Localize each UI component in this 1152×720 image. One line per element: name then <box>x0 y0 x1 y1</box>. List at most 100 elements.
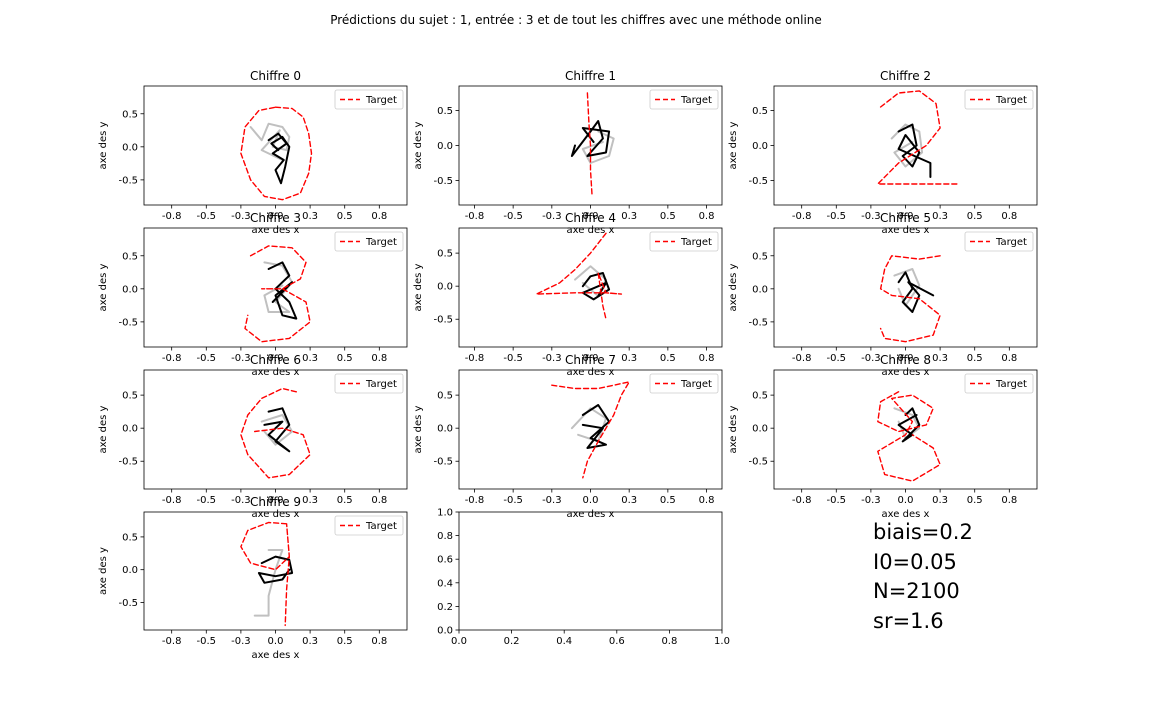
legend-box <box>649 89 719 110</box>
y-tick-label: 0.5 <box>437 391 453 402</box>
y-axis-label: axe des y <box>98 547 109 595</box>
prediction-line <box>257 555 294 584</box>
param-sr: sr=1.6 <box>873 608 944 633</box>
x-tick-label: 0.0 <box>898 353 914 364</box>
y-tick-label: 0.5 <box>752 251 768 262</box>
legend-box <box>334 89 404 110</box>
x-tick-label: -0.3 <box>861 353 881 364</box>
subplot-title: Chiffre 7 <box>565 353 616 367</box>
x-tick-label: -0.5 <box>827 211 847 222</box>
y-axis-label: axe des y <box>728 263 739 311</box>
x-tick-label: 0.3 <box>932 495 948 506</box>
y-tick-label: 0.0 <box>437 626 453 637</box>
y-tick-label: 0.6 <box>437 555 453 566</box>
plot-area <box>879 255 941 343</box>
x-tick-label: 0.0 <box>268 353 284 364</box>
x-tick-label: -0.8 <box>162 495 182 506</box>
y-tick-label: -0.5 <box>433 315 453 326</box>
y-tick-label: 0.5 <box>122 109 138 120</box>
x-tick-label: -0.3 <box>542 495 562 506</box>
x-tick-label: -0.8 <box>162 211 182 222</box>
legend: Target <box>334 373 404 394</box>
x-tick-label: -0.3 <box>231 353 251 364</box>
y-tick-label: 0.5 <box>122 391 138 402</box>
x-tick-label: 0.8 <box>371 353 387 364</box>
x-axis-label: axe des x <box>882 509 930 520</box>
target-line <box>551 381 630 479</box>
figure-title: Prédictions du sujet : 1, entrée : 3 et … <box>330 13 822 27</box>
x-tick-label: 0.0 <box>583 353 599 364</box>
y-axis-label: axe des y <box>413 405 424 453</box>
x-tick-label: 0.3 <box>932 353 948 364</box>
x-tick-label: -0.8 <box>792 495 812 506</box>
subplot-title: Chiffre 8 <box>880 353 931 367</box>
x-tick-label: 0.3 <box>302 636 318 647</box>
plot-area <box>244 245 311 343</box>
prediction-line <box>263 407 291 453</box>
x-tick-label: 0.5 <box>660 353 676 364</box>
legend: Target <box>649 89 719 110</box>
y-tick-label: -0.5 <box>118 175 138 186</box>
y-tick-label: 0.0 <box>122 284 138 295</box>
y-tick-label: 0.5 <box>437 106 453 117</box>
x-tick-label: -0.5 <box>503 495 523 506</box>
x-tick-label: 0.5 <box>337 211 353 222</box>
plot-area <box>570 92 615 196</box>
legend-box <box>964 373 1034 394</box>
x-tick-label: -0.5 <box>827 495 847 506</box>
subplot-title: Chiffre 5 <box>880 211 931 225</box>
y-tick-label: 0.0 <box>122 565 138 576</box>
subplot-title: Chiffre 4 <box>565 211 616 225</box>
y-tick-label: -0.5 <box>118 317 138 328</box>
y-axis-label: axe des y <box>413 263 424 311</box>
x-tick-label: 0.5 <box>660 495 676 506</box>
prediction-line <box>253 549 284 617</box>
legend: Target <box>334 89 404 110</box>
x-axis-label: axe des x <box>882 367 930 378</box>
y-tick-label: 0.0 <box>437 141 453 152</box>
axes-frame <box>458 511 723 631</box>
y-tick-label: 0.4 <box>437 578 453 589</box>
y-axis-label: axe des y <box>98 263 109 311</box>
x-tick-label: -0.8 <box>465 495 485 506</box>
x-tick-label: -0.8 <box>162 636 182 647</box>
x-axis-label: axe des x <box>252 225 300 236</box>
legend-label: Target <box>365 521 397 532</box>
x-tick-label: -0.5 <box>197 636 217 647</box>
subplot-1: -0.8 -0.5 -0.3 0.0 0.3 0.5 0.8 -0.5 0.0 0.5 Chiffr… <box>413 69 723 236</box>
x-tick-label: 0.0 <box>898 495 914 506</box>
legend-label: Target <box>365 379 397 390</box>
prediction-line <box>267 132 291 185</box>
plot-area <box>877 391 941 482</box>
x-tick-label: 0.8 <box>371 636 387 647</box>
subplot-title: Chiffre 6 <box>250 353 301 367</box>
x-tick-label: -0.5 <box>827 353 847 364</box>
y-tick-label: 0.5 <box>122 532 138 543</box>
x-tick-label: -0.8 <box>792 211 812 222</box>
x-tick-label: 0.3 <box>621 495 637 506</box>
x-tick-label: 0.3 <box>932 211 948 222</box>
subplot-title: Chiffre 0 <box>250 69 301 83</box>
x-tick-label: -0.3 <box>542 211 562 222</box>
legend: Target <box>964 89 1034 110</box>
x-tick-label: 0.5 <box>660 211 676 222</box>
x-tick-label: 0.5 <box>967 211 983 222</box>
prediction-line <box>897 123 932 178</box>
plot-area <box>877 90 959 185</box>
target-line <box>877 90 959 185</box>
subplot-0: -0.8 -0.5 -0.3 0.0 0.3 0.5 0.8 -0.5 0.0 0.5 Chiffr… <box>98 69 408 236</box>
legend-label: Target <box>365 95 397 106</box>
x-tick-label: 0.5 <box>337 495 353 506</box>
legend-label: Target <box>995 237 1027 248</box>
x-tick-label: 0.4 <box>556 636 572 647</box>
y-axis-label: axe des y <box>728 405 739 453</box>
plot-area <box>551 381 630 479</box>
x-tick-label: 0.3 <box>302 353 318 364</box>
y-tick-label: 0.5 <box>752 391 768 402</box>
y-tick-label: -0.5 <box>748 176 768 187</box>
x-tick-label: 0.8 <box>371 495 387 506</box>
subplot-title: Chiffre 1 <box>565 69 616 83</box>
y-tick-label: -0.5 <box>118 457 138 468</box>
param-n: N=2100 <box>873 579 960 604</box>
y-tick-label: 0.0 <box>122 424 138 435</box>
